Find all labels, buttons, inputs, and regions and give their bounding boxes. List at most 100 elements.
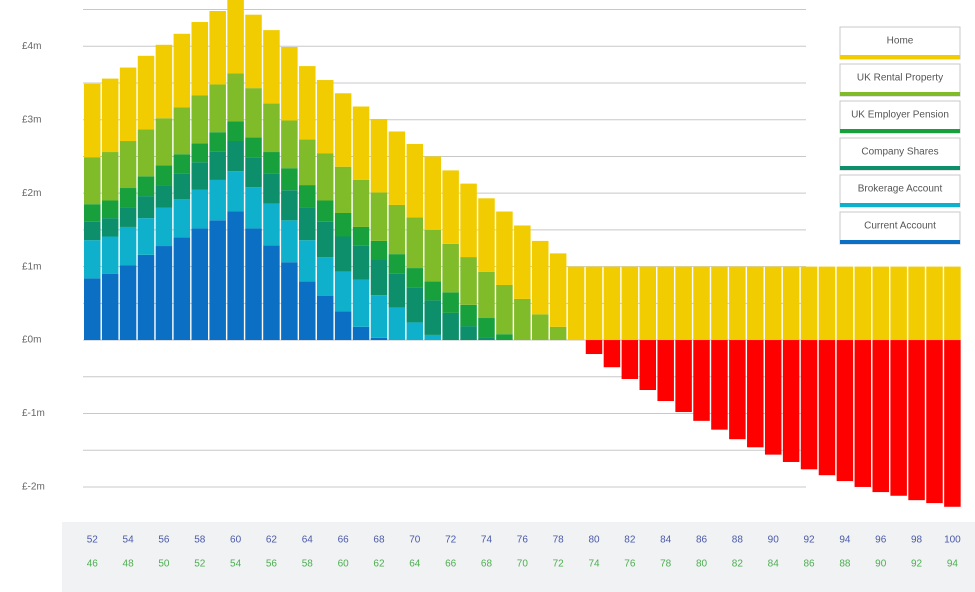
bar-segment [549, 326, 567, 341]
legend-label: Brokerage Account [858, 184, 943, 195]
x-tick-label: 62 [266, 535, 278, 546]
x-tick-label: 78 [553, 535, 565, 546]
bar-segment [424, 281, 441, 301]
bar-segment [890, 266, 907, 341]
bar-segment [155, 185, 173, 208]
bar-segment [872, 340, 889, 493]
bar-segment [137, 196, 155, 219]
bar-segment [227, 121, 244, 142]
bar-segment [424, 156, 441, 230]
x-tick-label: 66 [338, 535, 350, 546]
bar-segment [173, 237, 191, 341]
bar-segment [191, 22, 209, 96]
x-tick-label: 64 [302, 535, 314, 546]
bar-segment [496, 211, 513, 285]
bar-segment [299, 139, 316, 186]
x-tick-label-2: 84 [768, 559, 780, 570]
bar-segment [836, 266, 854, 341]
bar-segment [281, 120, 298, 169]
x-tick-label: 58 [194, 535, 206, 546]
bar-segment [370, 260, 388, 296]
bar-segment [209, 11, 226, 85]
bar-segment [478, 318, 495, 338]
bar-segment [209, 84, 226, 133]
bar-segment [460, 326, 477, 341]
x-tick-label: 74 [481, 535, 493, 546]
bar-segment [209, 132, 226, 152]
bar-segment [84, 221, 101, 241]
bar-segment [173, 107, 191, 155]
bar-segment [460, 304, 477, 327]
bar-segment [299, 281, 316, 341]
x-tick-label-2: 52 [194, 559, 206, 570]
bar-segment [854, 340, 872, 487]
bar-segment [281, 262, 298, 341]
x-tick-label-2: 66 [445, 559, 457, 570]
bar-segment [299, 240, 316, 282]
bar-segment [101, 236, 119, 274]
axis-band [62, 522, 975, 592]
x-tick-label: 68 [373, 535, 385, 546]
bar-segment [334, 311, 352, 341]
bar-segment [263, 203, 280, 246]
bar-segment [334, 166, 352, 213]
x-tick-label-2: 60 [338, 559, 350, 570]
x-tick-label: 72 [445, 535, 457, 546]
bar-segment [406, 143, 424, 218]
bar-segment [191, 228, 209, 341]
bar-segment [908, 340, 925, 501]
bar-segment [747, 340, 764, 448]
bar-segment [854, 266, 872, 341]
bar-segment [352, 279, 370, 327]
legend-box[interactable] [839, 63, 961, 97]
bar-segment [209, 179, 226, 221]
bar-segment [567, 266, 585, 341]
bar-segment [352, 245, 370, 280]
bar-segment [316, 200, 334, 222]
bar-segment [84, 204, 101, 222]
legend-box[interactable] [839, 26, 961, 60]
bar-segment [352, 326, 370, 341]
bar-segment [675, 266, 692, 341]
bar-segment [496, 334, 513, 341]
x-tick-label: 52 [87, 535, 99, 546]
x-tick-label: 70 [409, 535, 421, 546]
bar-segment [496, 284, 513, 335]
legend-box[interactable] [839, 137, 961, 171]
legend-swatch [840, 92, 960, 96]
bar-segment [603, 340, 621, 368]
bar-segment [334, 93, 352, 167]
bar-segment [657, 340, 674, 402]
bar-segment [299, 185, 316, 208]
legend-box[interactable] [839, 174, 961, 208]
bar-segment [424, 229, 441, 282]
bar-segment [155, 207, 173, 247]
bar-segment [549, 253, 567, 327]
bar-segment [782, 340, 800, 462]
bar-segment [316, 153, 334, 201]
bar-segment [657, 266, 674, 341]
bar-segment [729, 340, 746, 440]
x-tick-label-2: 56 [266, 559, 278, 570]
y-tick-label: £4m [22, 41, 41, 52]
x-tick-label-2: 94 [947, 559, 959, 570]
x-tick-label: 96 [875, 535, 887, 546]
bar-segment [585, 340, 603, 355]
bar-segment [478, 337, 495, 341]
y-tick-label: £3m [22, 114, 41, 125]
bar-segment [711, 340, 728, 430]
bar-segment [137, 254, 155, 341]
bar-segment [352, 106, 370, 180]
bar-segment [227, 73, 244, 122]
bar-segment [514, 225, 531, 299]
bar-segment [406, 217, 424, 269]
x-tick-label-2: 54 [230, 559, 242, 570]
x-tick-label-2: 64 [409, 559, 421, 570]
legend-box[interactable] [839, 211, 961, 245]
bar-segment [209, 220, 226, 341]
bar-segment [101, 78, 119, 153]
x-tick-label-2: 68 [481, 559, 493, 570]
x-tick-label: 80 [588, 535, 600, 546]
bar-segment [281, 168, 298, 191]
